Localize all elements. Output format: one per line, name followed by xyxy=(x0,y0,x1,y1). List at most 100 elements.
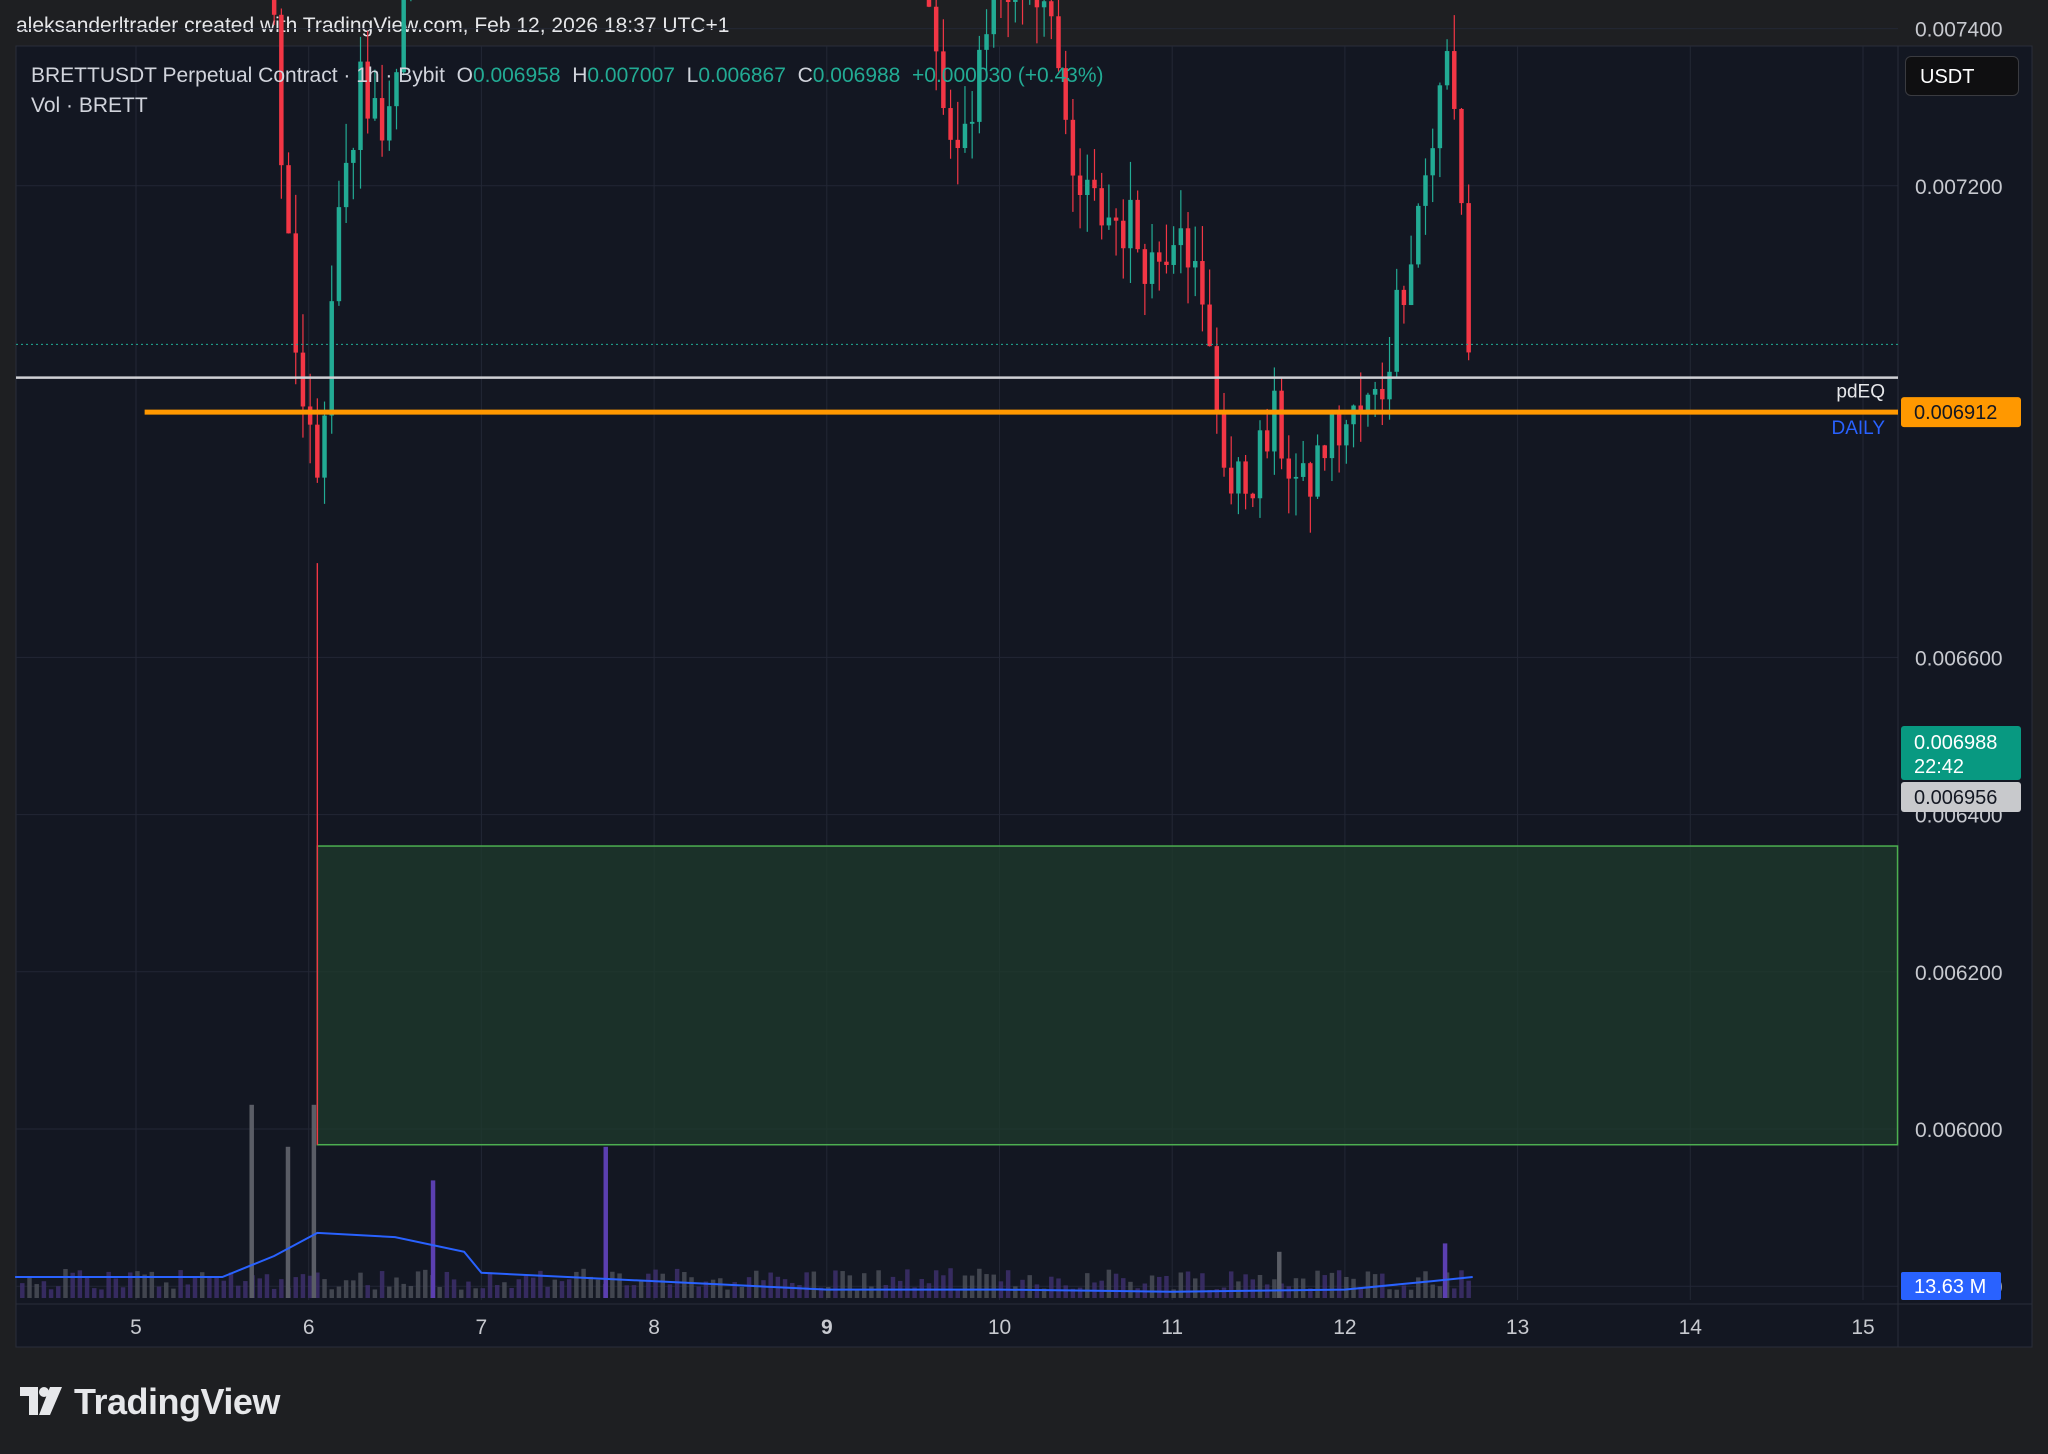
time-tick-label: 13 xyxy=(1506,1316,1529,1339)
volume-bar xyxy=(185,1284,191,1298)
volume-bar xyxy=(228,1272,234,1298)
volume-bar xyxy=(1049,1276,1054,1298)
candle-body xyxy=(1013,0,1018,2)
volume-bar xyxy=(969,1275,975,1298)
volume-bar xyxy=(646,1273,651,1298)
candle-body xyxy=(1178,228,1184,246)
bar-countdown-label: 22:42 xyxy=(1914,756,1964,778)
volume-bar xyxy=(264,1274,270,1298)
candle-body xyxy=(984,34,989,50)
volume-bar xyxy=(703,1281,709,1298)
volume-bar xyxy=(1077,1287,1083,1298)
volume-bar xyxy=(214,1277,219,1298)
volume-spike xyxy=(1442,1243,1448,1298)
volume-bar xyxy=(502,1282,507,1298)
volume-bar xyxy=(660,1273,665,1298)
volume-bar xyxy=(545,1286,550,1298)
volume-bar xyxy=(1185,1271,1191,1298)
volume-bar xyxy=(1243,1274,1248,1298)
volume-bar xyxy=(120,1287,126,1298)
volume-bar xyxy=(638,1281,644,1298)
time-tick-label: 7 xyxy=(476,1316,488,1339)
time-axis: 5 6 7 8 9 10 11 12 13 14 15 xyxy=(130,1316,1875,1339)
volume-bar xyxy=(207,1276,212,1298)
volume-value-label: 13.63 M xyxy=(1914,1276,1986,1298)
candle-body xyxy=(1416,205,1421,265)
candle-body xyxy=(933,6,939,52)
candle-body xyxy=(1372,388,1378,395)
open-value: 0.006958 xyxy=(472,64,561,87)
levels-layer: DAILYnaked-W-VWAPpdEQDAILY xyxy=(16,343,1898,439)
daily-low-price-label: 0.006912 xyxy=(1914,402,1997,424)
volume-spike xyxy=(603,1146,608,1298)
volume-bar xyxy=(991,1274,996,1298)
currency-selector[interactable]: USDT xyxy=(1905,56,2019,96)
time-tick-label: 12 xyxy=(1333,1316,1356,1339)
tradingview-icon xyxy=(20,1387,62,1415)
close-value: 0.006988 xyxy=(812,64,901,87)
volume-bar xyxy=(113,1278,119,1298)
volume-bar xyxy=(523,1275,529,1298)
volume-bar xyxy=(128,1272,133,1298)
volume-bar xyxy=(530,1277,536,1298)
symbol-title[interactable]: BRETTUSDT Perpetual Contract · 1h · Bybi… xyxy=(31,64,445,87)
volume-bar xyxy=(84,1276,90,1298)
volume-bar xyxy=(1041,1288,1047,1298)
volume-bar xyxy=(192,1275,198,1298)
candle-body xyxy=(1063,68,1068,120)
volume-bar xyxy=(826,1287,831,1298)
candle-body xyxy=(1380,388,1385,400)
volume-bar xyxy=(1063,1285,1068,1298)
volume-bar xyxy=(595,1279,601,1298)
candle-body xyxy=(1452,51,1457,109)
volume-bar xyxy=(343,1280,349,1298)
candle-body xyxy=(1005,0,1011,2)
volume-bar xyxy=(199,1272,205,1298)
candle-body xyxy=(1192,261,1198,268)
volume-bar xyxy=(1070,1288,1076,1298)
volume-bar xyxy=(861,1273,867,1298)
volume-bar xyxy=(581,1268,586,1298)
volume-bar xyxy=(1085,1273,1090,1298)
volume-bar xyxy=(804,1272,809,1298)
volume-bar xyxy=(890,1276,896,1298)
candle-body xyxy=(1121,220,1126,249)
volume-bar xyxy=(1214,1289,1220,1298)
candle-body xyxy=(300,352,306,407)
volume-bar xyxy=(1113,1273,1119,1298)
candle-body xyxy=(1315,445,1320,497)
candle-body xyxy=(1286,458,1292,479)
volume-layer xyxy=(15,1104,1473,1298)
volume-bar xyxy=(610,1271,615,1298)
volume-bar xyxy=(20,1283,25,1298)
candle-body xyxy=(1113,217,1119,221)
candle-body xyxy=(1157,252,1162,262)
volume-legend[interactable]: Vol · BRETT xyxy=(31,94,148,117)
volume-bar xyxy=(617,1273,622,1298)
candle-body xyxy=(1351,405,1356,425)
volume-bar xyxy=(1437,1286,1443,1298)
volume-bar xyxy=(480,1288,486,1298)
volume-bar xyxy=(372,1289,378,1298)
volume-bar xyxy=(1344,1276,1349,1298)
candle-body xyxy=(1401,289,1407,306)
volume-bar xyxy=(1106,1269,1112,1298)
price-tags-layer: 0.0082910.0081320.0069560.0069120.006988… xyxy=(1901,397,2021,1300)
volume-bar xyxy=(1005,1270,1011,1298)
candle-body xyxy=(1423,175,1428,206)
candle-body xyxy=(286,165,291,234)
volume-bar xyxy=(63,1269,68,1298)
volume-bar xyxy=(1423,1271,1428,1298)
volume-bar xyxy=(1430,1284,1435,1298)
volume-bar xyxy=(257,1278,262,1298)
candle-body xyxy=(387,106,392,141)
volume-bar xyxy=(437,1287,442,1298)
volume-bar xyxy=(1056,1278,1061,1298)
candle-body xyxy=(1250,493,1256,499)
price-tick-label: 0.006200 xyxy=(1915,962,2003,985)
volume-bar xyxy=(70,1272,75,1298)
candle-body xyxy=(1394,289,1399,372)
volume-bar xyxy=(163,1282,169,1298)
volume-bar xyxy=(1128,1281,1133,1298)
